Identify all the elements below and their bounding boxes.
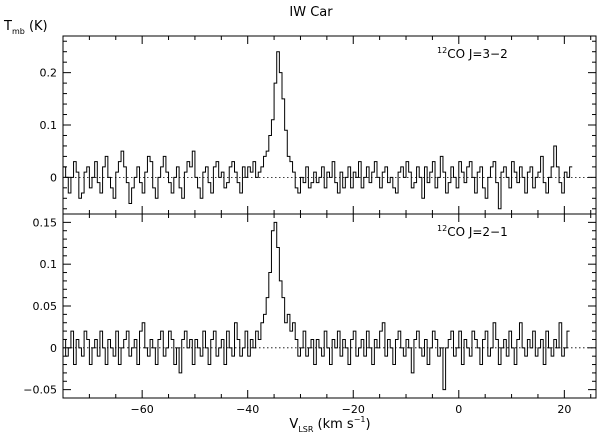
y-axis-label-rest: (K) [25,19,48,34]
x-tick-label: 0 [455,403,462,416]
panel-bottom-ytick-label: −0.05 [23,384,57,397]
x-axis-label-end: ) [366,417,371,432]
panel-top-frame [62,35,597,215]
x-tick-label: −40 [236,403,259,416]
panel-bottom-ytick-label: 0 [50,342,57,355]
panel-bottom-label-main: CO J=2−1 [447,225,508,239]
panel-bottom-label-isotope: 12 [437,224,447,233]
panel-bottom-frame [62,213,597,399]
panel-bottom-tick-labels: −0.05 0 0.05 0.1 0.15 [23,216,57,396]
panel-bottom-ytick-label: 0.1 [40,258,58,271]
panel-bottom-ytick-label: 0.05 [33,300,58,313]
panel-bottom-ticks [62,213,596,399]
panel-top-spectrum-line [63,51,573,210]
panel-top-label-isotope: 12 [437,46,447,55]
panel-top-ytick-label: 0 [50,171,57,184]
panel-top-ytick-label: 0.2 [40,67,58,80]
y-axis-label-main: T [3,19,12,34]
x-tick-label: −20 [342,403,365,416]
x-axis-label: VLSR (km s−1) [289,415,370,434]
x-axis-label-main: V [289,417,298,432]
panel-top-ticks [62,36,596,214]
panel-bottom-ytick-label: 0.15 [33,216,58,229]
panel-bottom-spectrum-line [63,221,570,391]
x-axis-label-sub: LSR [298,425,314,434]
x-tick-label: 20 [557,403,571,416]
y-axis-label: Tmb (K) [3,19,48,36]
x-tick-labels: −60 −40 −20 0 20 [131,403,572,416]
panel-bottom: −0.05 0 0.05 0.1 0.15 12CO J=2−1 [23,213,597,399]
panel-top-tick-labels: 0 0.1 0.2 [40,67,58,185]
panel-top-ytick-label: 0.1 [40,119,58,132]
panel-top: 0 0.1 0.2 12CO J=3−2 [40,35,597,215]
x-axis-label-sup: −1 [354,415,366,424]
panel-top-label: 12CO J=3−2 [437,46,508,61]
panel-top-label-main: CO J=3−2 [447,47,508,61]
x-axis-label-rest: (km s [313,417,354,432]
x-tick-label: −60 [131,403,154,416]
panel-bottom-label: 12CO J=2−1 [437,224,508,239]
y-axis-label-sub: mb [12,27,25,36]
figure-title: IW Car [289,5,333,20]
